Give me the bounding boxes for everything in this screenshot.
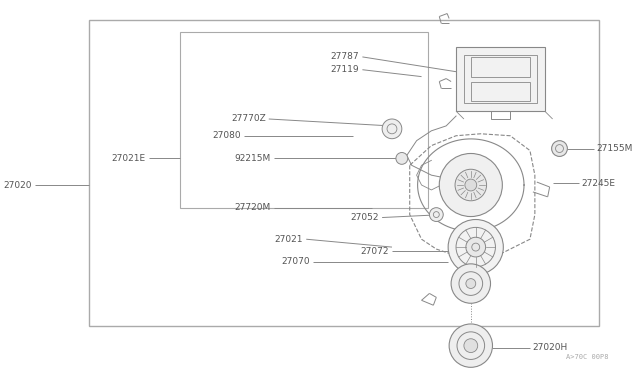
Text: 27020H: 27020H bbox=[532, 343, 567, 352]
Bar bbox=[471, 57, 530, 77]
Text: 27020: 27020 bbox=[4, 180, 32, 189]
Circle shape bbox=[464, 339, 477, 353]
Text: 27021E: 27021E bbox=[111, 154, 146, 163]
Circle shape bbox=[382, 119, 402, 139]
Bar bbox=[490, 111, 510, 119]
Text: 92215M: 92215M bbox=[234, 154, 271, 163]
Circle shape bbox=[429, 208, 444, 221]
Text: 27245E: 27245E bbox=[581, 179, 615, 187]
Text: 27155M: 27155M bbox=[596, 144, 632, 153]
Bar bbox=[456, 47, 545, 111]
Circle shape bbox=[465, 179, 477, 191]
Text: 27119: 27119 bbox=[331, 65, 360, 74]
Circle shape bbox=[451, 264, 490, 303]
Text: 27021: 27021 bbox=[275, 235, 303, 244]
Circle shape bbox=[552, 141, 568, 157]
Circle shape bbox=[448, 219, 503, 275]
Bar bbox=[90, 20, 599, 326]
Text: 27080: 27080 bbox=[212, 131, 241, 140]
Circle shape bbox=[466, 279, 476, 289]
Text: 27070: 27070 bbox=[282, 257, 310, 266]
Bar bbox=[471, 81, 530, 101]
Bar bbox=[464, 55, 537, 103]
Circle shape bbox=[466, 237, 486, 257]
Circle shape bbox=[439, 154, 502, 217]
Text: 27072: 27072 bbox=[360, 247, 389, 256]
Circle shape bbox=[396, 153, 408, 164]
Circle shape bbox=[449, 324, 493, 367]
Text: A>70C 00P8: A>70C 00P8 bbox=[566, 355, 609, 360]
Text: 27052: 27052 bbox=[351, 213, 379, 222]
Text: 27720M: 27720M bbox=[234, 203, 271, 212]
Circle shape bbox=[455, 169, 486, 201]
Text: 27770Z: 27770Z bbox=[231, 115, 266, 124]
Bar bbox=[180, 32, 428, 208]
Text: 27787: 27787 bbox=[331, 52, 360, 61]
